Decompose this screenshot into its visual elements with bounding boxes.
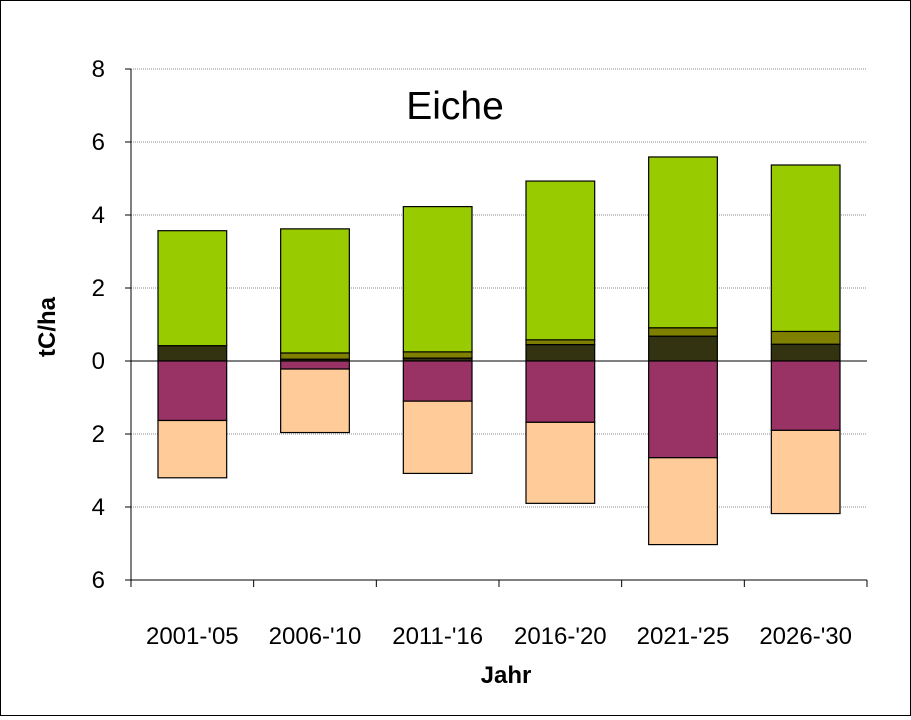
bar-segment	[280, 368, 350, 434]
bar-segment	[280, 360, 350, 370]
axes	[125, 68, 868, 587]
bar-segment	[770, 164, 841, 333]
x-tick-label: 2001-'05	[146, 623, 239, 650]
chart-title: Eiche	[406, 85, 504, 128]
gridlines	[131, 68, 867, 508]
bar-segment	[770, 360, 841, 431]
bar-segment	[402, 400, 473, 475]
x-tick-label: 2021-'25	[637, 623, 730, 650]
bar-segment	[402, 360, 473, 402]
x-tick-label: 2016-'20	[514, 623, 607, 650]
y-tick-labels: 8 6 4 2 0 2 4 6	[92, 56, 105, 594]
bar-segment	[280, 228, 350, 354]
bar-segment	[525, 360, 596, 423]
bar-segment	[157, 230, 228, 347]
y-tick-label: 6	[92, 567, 105, 594]
y-tick-label: 2	[92, 421, 105, 448]
bar-segment	[280, 352, 350, 360]
bar-segment	[770, 343, 841, 362]
x-tick-label: 2011-'16	[392, 623, 483, 650]
bar-segment	[525, 421, 596, 504]
y-axis-label: tC/ha	[34, 296, 61, 357]
bar-segment	[525, 343, 596, 362]
bar-segment	[525, 339, 596, 346]
bar-segment	[648, 457, 718, 546]
bar-segment	[525, 180, 596, 341]
x-tick-labels: 2001-'05 2006-'10 2011-'16 2016-'20 2021-'25…	[146, 623, 852, 650]
y-tick-label: 0	[92, 348, 105, 375]
x-tick-label: 2006-'10	[269, 623, 362, 650]
bar-segment	[157, 419, 228, 479]
y-tick-label: 2	[92, 275, 105, 302]
bar-segment	[648, 335, 718, 362]
y-tick-label: 4	[92, 202, 105, 229]
bar-segment	[770, 330, 841, 345]
y-tick-label: 8	[92, 56, 105, 83]
y-tick-label: 6	[92, 129, 105, 156]
bar-segment	[402, 351, 473, 359]
bar-segment	[402, 206, 473, 353]
x-tick-label: 2026-'30	[759, 623, 852, 650]
bar-segment	[648, 360, 718, 459]
bar-segment	[648, 156, 718, 329]
bars	[157, 156, 841, 546]
bar-segment	[157, 360, 228, 422]
bar-segment	[157, 345, 228, 362]
bar-segment	[648, 327, 718, 337]
bar-segment	[770, 429, 841, 515]
x-axis-label: Jahr	[481, 662, 532, 689]
y-tick-label: 4	[92, 494, 105, 521]
